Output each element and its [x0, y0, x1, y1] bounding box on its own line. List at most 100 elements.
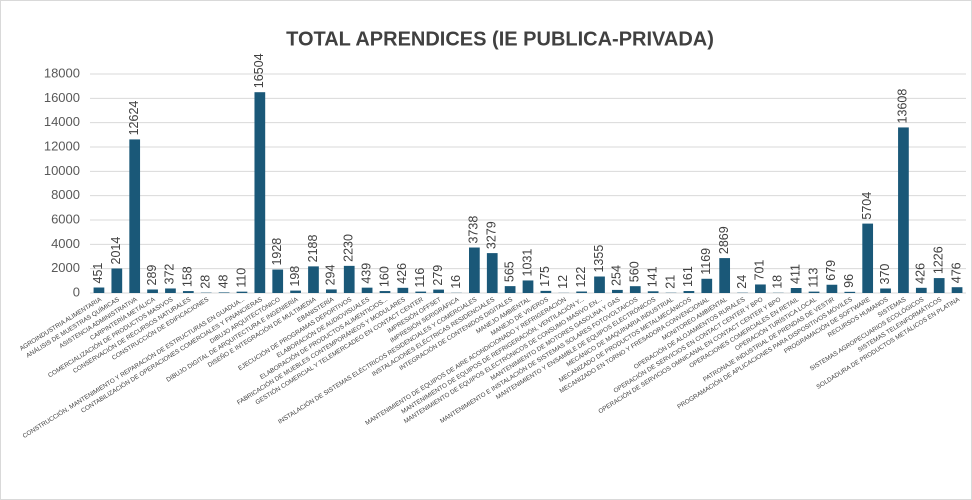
chart-title: TOTAL APRENDICES (IE PUBLICA-PRIVADA)	[286, 28, 714, 50]
data-label: 560	[628, 261, 642, 282]
y-tick-label: 2000	[51, 260, 80, 275]
data-label: 96	[842, 274, 856, 288]
y-tick-label: 14000	[44, 114, 80, 129]
data-label: 254	[610, 265, 624, 286]
bar	[915, 287, 927, 293]
bar	[933, 278, 945, 293]
bar	[629, 286, 641, 293]
data-label: 3738	[467, 216, 481, 244]
data-label: 116	[413, 268, 427, 288]
data-label: 372	[163, 264, 177, 285]
bar	[254, 92, 266, 294]
data-label: 2014	[109, 237, 123, 265]
bar	[594, 276, 605, 293]
data-label: 1169	[699, 248, 713, 275]
bar	[93, 287, 105, 293]
data-label: 476	[949, 262, 963, 283]
y-tick-label: 12000	[44, 138, 80, 153]
bar	[165, 288, 176, 293]
data-label: 24	[735, 275, 749, 289]
bar	[683, 291, 695, 293]
bar	[576, 291, 587, 293]
data-label: 2869	[717, 226, 731, 254]
bar	[397, 287, 409, 293]
bar	[343, 265, 355, 293]
data-label: 175	[538, 266, 552, 287]
data-label: 289	[145, 265, 159, 286]
data-label: 2188	[306, 235, 320, 263]
data-label: 141	[645, 266, 659, 287]
bar	[951, 287, 963, 293]
y-tick-label: 8000	[51, 187, 80, 202]
data-label: 16504	[252, 53, 266, 88]
bar	[111, 268, 123, 293]
bar	[290, 290, 301, 293]
bar	[379, 291, 391, 293]
bar	[433, 289, 444, 293]
bar	[755, 284, 766, 293]
data-label: 198	[288, 266, 302, 287]
bar	[325, 289, 337, 293]
bar	[272, 269, 284, 293]
data-label: 18	[771, 275, 785, 289]
data-label: 370	[878, 264, 892, 285]
bar	[147, 289, 158, 293]
data-label: 565	[502, 261, 516, 282]
data-label: 294	[324, 265, 338, 286]
data-label: 1355	[592, 245, 606, 273]
bar	[701, 278, 713, 293]
data-label: 451	[91, 263, 105, 284]
bar	[486, 253, 498, 293]
y-tick-label: 4000	[51, 236, 80, 251]
data-label: 1226	[931, 246, 945, 274]
bar	[826, 284, 838, 293]
bar	[522, 280, 534, 293]
data-label: 411	[788, 264, 802, 284]
bar	[880, 288, 891, 293]
data-label: 5704	[860, 192, 874, 220]
data-label: 426	[395, 263, 409, 284]
data-label: 13608	[896, 89, 910, 124]
bar	[361, 287, 373, 293]
bar	[218, 292, 230, 293]
data-label: 426	[914, 263, 928, 284]
data-label: 1928	[270, 238, 284, 266]
bar	[844, 291, 856, 293]
bar	[808, 291, 820, 293]
data-label: 701	[753, 260, 767, 281]
bar	[719, 258, 731, 293]
bar	[647, 291, 659, 293]
data-label: 679	[824, 260, 838, 281]
bar	[308, 266, 319, 293]
data-label: 12	[556, 275, 570, 289]
data-label: 158	[181, 266, 195, 287]
data-label: 1031	[520, 249, 534, 277]
bar	[504, 286, 516, 293]
bar	[129, 139, 141, 293]
bar	[540, 290, 552, 293]
data-label: 2230	[342, 234, 356, 262]
bar	[790, 287, 802, 293]
data-label: 110	[234, 268, 248, 288]
data-label: 161	[681, 266, 695, 287]
data-label: 16	[449, 275, 463, 289]
data-label: 21	[663, 275, 677, 289]
data-label: 48	[216, 274, 230, 288]
bar	[898, 127, 909, 293]
bar	[862, 223, 874, 293]
data-label: 113	[806, 268, 820, 288]
data-label: 12624	[127, 101, 141, 136]
data-label: 439	[359, 263, 373, 284]
data-label: 3279	[485, 221, 499, 249]
bar	[182, 291, 194, 293]
bar	[612, 289, 623, 293]
data-label: 122	[574, 267, 588, 288]
y-tick-label: 0	[73, 284, 80, 299]
bar	[236, 291, 248, 293]
data-label: 28	[199, 275, 213, 289]
y-tick-label: 16000	[44, 90, 80, 105]
bar	[469, 247, 480, 293]
bar	[415, 291, 427, 293]
